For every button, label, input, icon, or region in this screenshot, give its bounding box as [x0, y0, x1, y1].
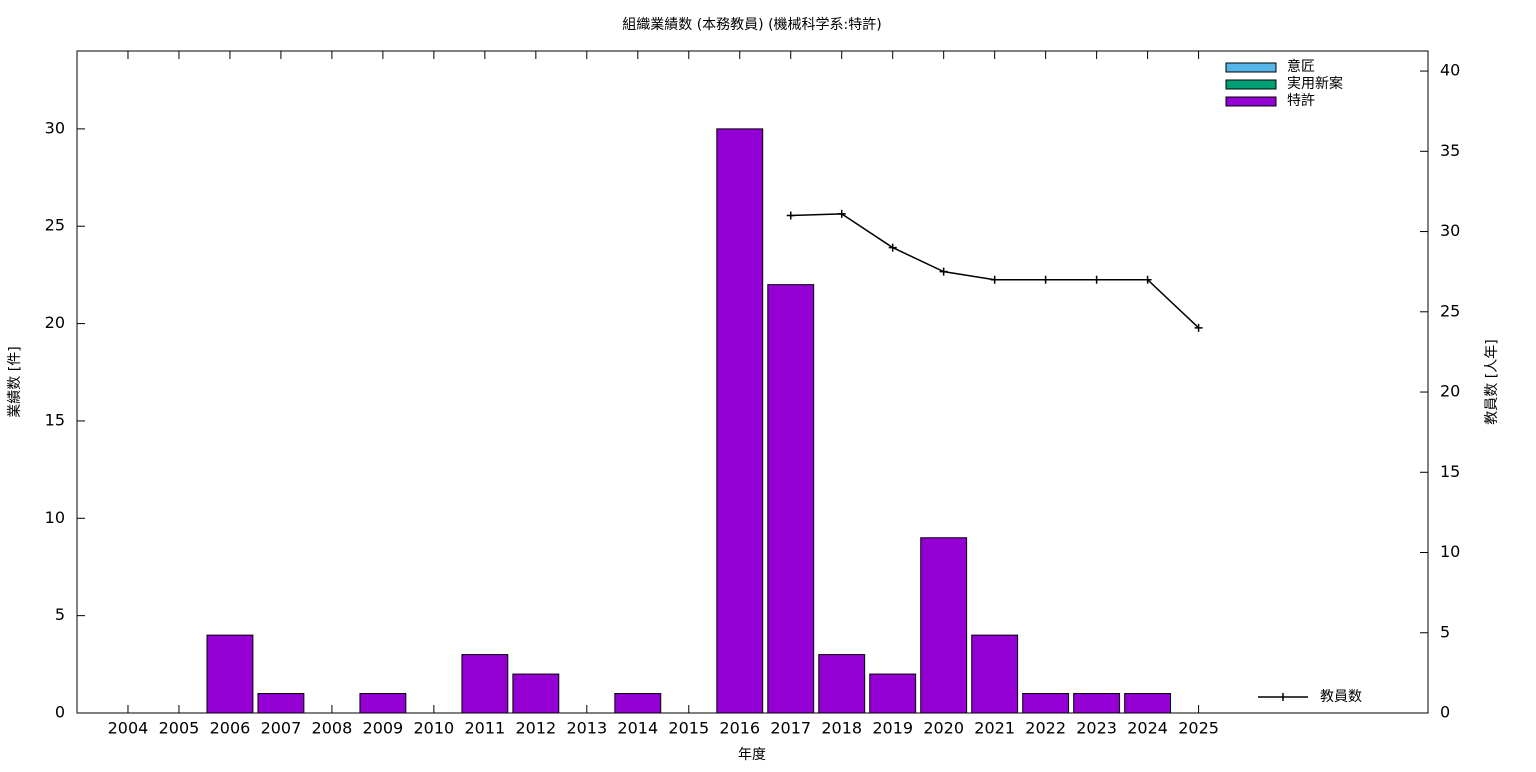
y-tick-label: 25 [45, 216, 65, 235]
y2-tick-label: 20 [1440, 382, 1460, 401]
x-tick-label: 2005 [159, 719, 200, 738]
bar [1022, 693, 1070, 714]
y2-tick-label: 15 [1440, 462, 1460, 481]
x-tick-label: 2020 [923, 719, 964, 738]
point [1041, 275, 1050, 284]
bar [716, 128, 764, 714]
bar [512, 673, 560, 714]
x-tick-label: 2025 [1178, 719, 1219, 738]
y-tick-label: 15 [45, 410, 65, 429]
point [1194, 323, 1203, 332]
legend-label: 教員数 [1320, 689, 1362, 705]
point [1092, 275, 1101, 284]
legend-swatch [1225, 62, 1277, 73]
bar [206, 634, 254, 714]
legend-label: 特許 [1287, 93, 1315, 109]
x-tick-label: 2010 [414, 719, 455, 738]
bar [920, 537, 968, 714]
x-tick-label: 2006 [210, 719, 251, 738]
point [1143, 275, 1152, 284]
x-tick-label: 2012 [515, 719, 556, 738]
point [837, 209, 846, 218]
legend-label: 実用新案 [1287, 75, 1343, 92]
y2-tick-label: 40 [1440, 61, 1460, 80]
point [939, 267, 948, 276]
y2-tick-label: 30 [1440, 221, 1460, 240]
y-tick-label: 0 [55, 703, 65, 722]
y-tick-label: 10 [45, 508, 65, 527]
y2-tick-label: 25 [1440, 301, 1460, 320]
y-axis-label: 業績数 [件] [7, 346, 23, 417]
bar [767, 284, 815, 714]
y2-tick-label: 5 [1440, 622, 1450, 641]
x-tick-label: 2013 [566, 719, 607, 738]
line [790, 213, 1200, 329]
x-tick-label: 2023 [1076, 719, 1117, 738]
x-tick-label: 2016 [719, 719, 760, 738]
x-tick-label: 2009 [363, 719, 404, 738]
point [888, 243, 897, 252]
bar [1124, 693, 1172, 714]
x-tick-label: 2021 [974, 719, 1015, 738]
y-tick-label: 20 [45, 313, 65, 332]
y-tick-label: 30 [45, 118, 65, 137]
bar [818, 654, 866, 714]
legend-swatch [1225, 96, 1277, 107]
bar [359, 693, 407, 714]
x-axis-label: 年度 [738, 747, 766, 763]
point [990, 275, 999, 284]
x-tick-label: 2017 [770, 719, 811, 738]
x-tick-label: 2015 [668, 719, 709, 738]
legend-swatch [1225, 79, 1277, 90]
legend-label: 意匠 [1287, 58, 1315, 75]
x-tick-label: 2024 [1127, 719, 1168, 738]
x-tick-label: 2022 [1025, 719, 1066, 738]
x-tick-label: 2007 [261, 719, 302, 738]
x-tick-label: 2019 [872, 719, 913, 738]
bar [869, 673, 917, 714]
x-tick-label: 2014 [617, 719, 658, 738]
bar [614, 693, 662, 714]
bar [461, 654, 509, 714]
point [786, 211, 795, 220]
y2-tick-label: 10 [1440, 542, 1460, 561]
x-tick-label: 2018 [821, 719, 862, 738]
y2-tick-label: 35 [1440, 141, 1460, 160]
chart-title: 組織業績数 (本務教員) (機械科学系:特許) [622, 17, 881, 33]
y-tick-label: 5 [55, 605, 65, 624]
x-tick-label: 2011 [464, 719, 505, 738]
x-tick-label: 2004 [108, 719, 149, 738]
bar [257, 693, 305, 714]
bar [1073, 693, 1121, 714]
y2-axis-label: 教員数 [人年] [1484, 339, 1500, 424]
bar [971, 634, 1019, 714]
x-tick-label: 2008 [312, 719, 353, 738]
y2-tick-label: 0 [1440, 703, 1450, 722]
